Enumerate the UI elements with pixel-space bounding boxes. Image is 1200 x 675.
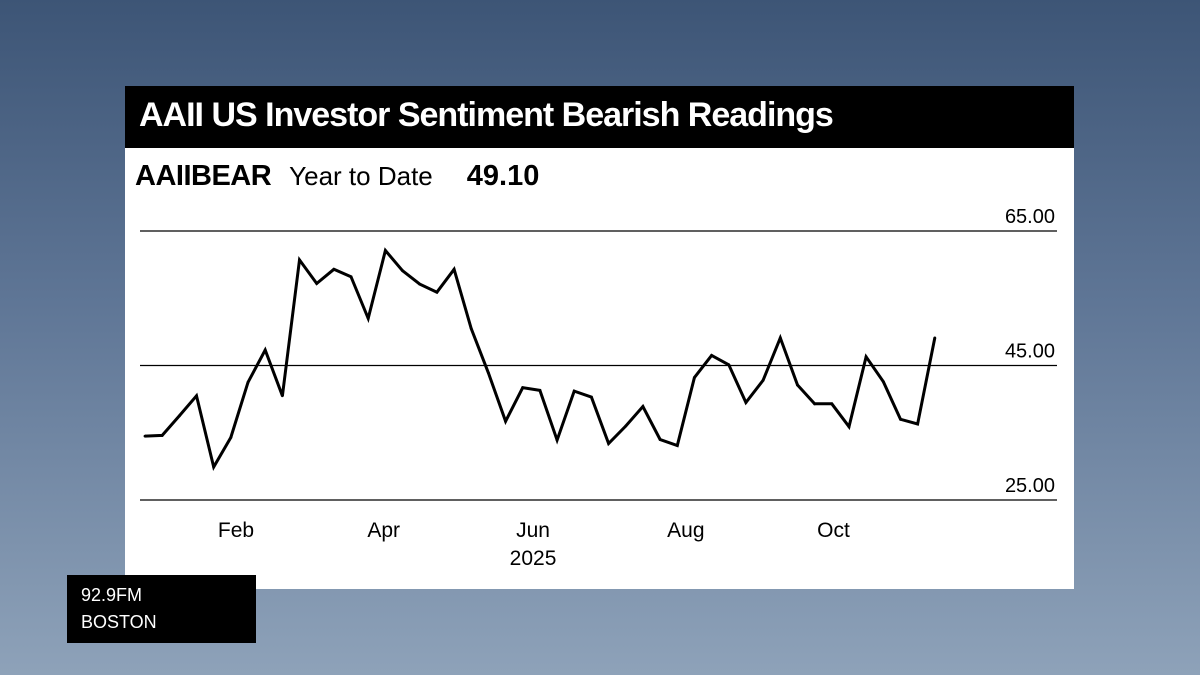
data-point bbox=[435, 290, 439, 294]
data-point bbox=[607, 442, 610, 445]
data-point bbox=[418, 282, 422, 286]
data-point bbox=[195, 394, 198, 398]
data-point bbox=[641, 405, 645, 408]
data-point bbox=[521, 386, 525, 390]
line-chart: 25.00 45.00 65.00 Feb Apr Jun Aug Oct 2025 bbox=[140, 206, 1057, 570]
last-value: 49.10 bbox=[466, 160, 540, 192]
data-point bbox=[572, 389, 576, 393]
data-point bbox=[675, 444, 679, 447]
title-bar: AAII US Investor Sentiment Bearish Readi… bbox=[125, 86, 1074, 148]
data-point bbox=[486, 371, 490, 375]
data-point bbox=[504, 419, 507, 423]
station-badge: 92.9FM BOSTON bbox=[67, 575, 256, 643]
data-point bbox=[761, 378, 765, 382]
x-tick-label: Feb bbox=[218, 519, 254, 542]
x-tick-label: Jun bbox=[516, 519, 550, 542]
chart-card: AAII US Investor Sentiment Bearish Readi… bbox=[125, 86, 1074, 589]
data-point bbox=[143, 434, 147, 438]
data-point bbox=[538, 388, 542, 392]
chart-subheader: AAIIBEAR Year to Date 49.10 bbox=[135, 160, 539, 194]
data-point bbox=[212, 465, 216, 469]
data-point bbox=[813, 402, 817, 406]
x-tick-label: Apr bbox=[367, 519, 400, 542]
y-tick-label: 25.00 bbox=[1005, 475, 1055, 497]
data-point bbox=[298, 258, 301, 262]
ticker-symbol: AAIIBEAR bbox=[135, 160, 272, 192]
data-point bbox=[452, 267, 456, 271]
data-point bbox=[469, 327, 473, 330]
data-point bbox=[658, 438, 662, 441]
data-point bbox=[332, 267, 336, 271]
data-point bbox=[177, 414, 181, 418]
data-point bbox=[349, 275, 353, 279]
data-point bbox=[160, 434, 164, 437]
data-point bbox=[246, 380, 250, 384]
data-point bbox=[778, 336, 782, 340]
data-point bbox=[229, 436, 233, 439]
series-line-aaiibear bbox=[144, 247, 937, 471]
data-point bbox=[899, 417, 902, 421]
data-point bbox=[693, 376, 696, 380]
data-point bbox=[315, 282, 319, 285]
data-point bbox=[401, 269, 404, 273]
data-point bbox=[624, 424, 628, 428]
data-point bbox=[881, 380, 885, 384]
data-point bbox=[864, 355, 868, 359]
period-label: Year to Date bbox=[289, 161, 433, 191]
data-point bbox=[916, 422, 920, 426]
data-point bbox=[263, 348, 267, 352]
x-year-label: 2025 bbox=[510, 547, 557, 570]
station-city: BOSTON bbox=[81, 612, 157, 632]
x-tick-label: Aug bbox=[667, 519, 704, 542]
data-point bbox=[383, 249, 387, 252]
data-point bbox=[710, 354, 714, 357]
data-point bbox=[847, 425, 851, 429]
data-point bbox=[744, 401, 748, 404]
x-tick-label: Oct bbox=[817, 519, 850, 542]
station-frequency: 92.9FM bbox=[81, 585, 143, 605]
data-point bbox=[830, 402, 834, 406]
data-point bbox=[933, 336, 937, 340]
data-point bbox=[280, 394, 284, 398]
data-point bbox=[796, 383, 799, 387]
y-tick-label: 65.00 bbox=[1005, 206, 1055, 228]
data-point bbox=[590, 395, 593, 399]
y-tick-label: 45.00 bbox=[1005, 341, 1055, 363]
data-point bbox=[555, 438, 559, 442]
data-point bbox=[366, 317, 370, 320]
chart-title: AAII US Investor Sentiment Bearish Readi… bbox=[139, 96, 834, 134]
data-point bbox=[727, 363, 731, 367]
